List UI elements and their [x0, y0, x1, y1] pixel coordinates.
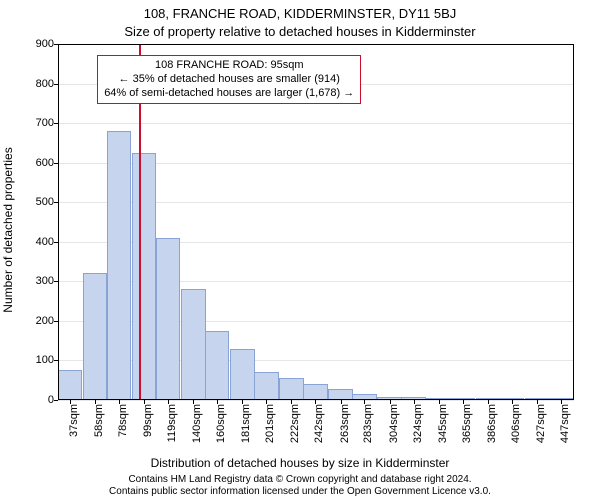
y-tick-label: 0 [48, 394, 58, 406]
x-tick-label: 427sqm [535, 404, 547, 443]
y-tick-label: 500 [36, 196, 58, 208]
x-tick-label: 181sqm [240, 404, 252, 443]
x-tick-label: 345sqm [437, 404, 449, 443]
footer-attribution: Contains HM Land Registry data © Crown c… [0, 474, 600, 498]
x-tick-label: 201sqm [264, 404, 276, 443]
y-tick-label: 600 [36, 157, 58, 169]
y-tick-label: 400 [36, 236, 58, 248]
y-tick-label: 300 [36, 275, 58, 287]
x-tick-label: 37sqm [68, 404, 80, 437]
x-tick-label: 160sqm [215, 404, 227, 443]
chart-title-line1: 108, FRANCHE ROAD, KIDDERMINSTER, DY11 5… [0, 6, 600, 21]
x-tick-label: 365sqm [461, 404, 473, 443]
y-tick-label: 200 [36, 315, 58, 327]
x-tick-label: 263sqm [339, 404, 351, 443]
x-tick-label: 99sqm [142, 404, 154, 437]
x-tick-label: 58sqm [93, 404, 105, 437]
plot-border [58, 44, 574, 400]
y-tick-label: 800 [36, 78, 58, 90]
chart-title-line2: Size of property relative to detached ho… [0, 24, 600, 39]
x-tick-label: 78sqm [117, 404, 129, 437]
x-tick-label: 324sqm [412, 404, 424, 443]
x-tick-label: 283sqm [362, 404, 374, 443]
x-tick-label: 386sqm [486, 404, 498, 443]
y-tick-label: 100 [36, 354, 58, 366]
y-tick-label: 900 [36, 38, 58, 50]
y-tick-label: 700 [36, 117, 58, 129]
x-tick-label: 447sqm [559, 404, 571, 443]
x-tick-label: 222sqm [289, 404, 301, 443]
footer-line2: Contains public sector information licen… [0, 486, 600, 498]
x-tick-label: 304sqm [388, 404, 400, 443]
chart-container: 108, FRANCHE ROAD, KIDDERMINSTER, DY11 5… [0, 0, 600, 500]
x-tick-label: 119sqm [166, 404, 178, 442]
x-axis-label: Distribution of detached houses by size … [0, 456, 600, 470]
x-tick-label: 406sqm [510, 404, 522, 443]
x-tick-label: 242sqm [313, 404, 325, 443]
footer-line1: Contains HM Land Registry data © Crown c… [0, 474, 600, 486]
x-tick-label: 140sqm [191, 404, 203, 443]
plot-area: 010020030040050060070080090037sqm58sqm78… [58, 44, 574, 400]
y-axis-label: Number of detached properties [1, 147, 15, 312]
